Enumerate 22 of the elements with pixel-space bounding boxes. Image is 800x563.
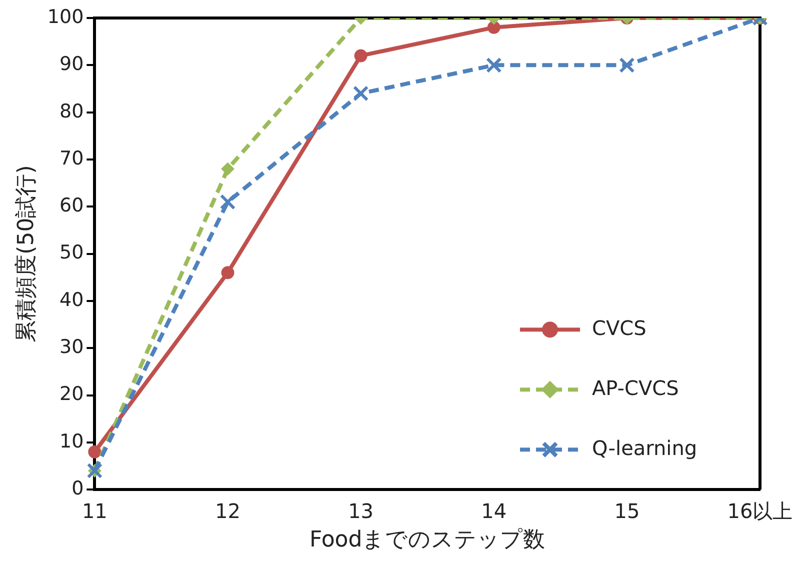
legend-label: CVCS	[592, 316, 646, 340]
y-tick-label: 30	[59, 336, 84, 358]
x-tick-label: 11	[82, 498, 108, 523]
x-tick-label: 14	[481, 498, 507, 523]
legend-label: Q-learning	[592, 436, 698, 460]
y-tick-label: 100	[47, 6, 84, 28]
y-tick-label: 80	[59, 100, 84, 122]
x-axis-title: Foodまでのステップ数	[309, 528, 546, 553]
y-tick-label: 50	[59, 242, 84, 264]
y-tick-label: 90	[59, 53, 84, 76]
y-tick-label: 40	[59, 288, 84, 311]
y-tick-label: 70	[59, 147, 84, 170]
y-tick-label: 60	[59, 194, 84, 217]
y-tick-label: 10	[59, 430, 84, 452]
y-axis-title: 累積頻度(50試行)	[14, 165, 39, 342]
x-tick-label: 16以上	[727, 498, 793, 523]
y-tick-label: 20	[59, 383, 84, 406]
legend-label: AP-CVCS	[592, 376, 679, 400]
x-tick-label: 15	[614, 498, 640, 523]
x-tick-label: 13	[348, 498, 374, 523]
x-tick-label: 12	[215, 498, 240, 523]
y-tick-label: 0	[72, 478, 84, 500]
